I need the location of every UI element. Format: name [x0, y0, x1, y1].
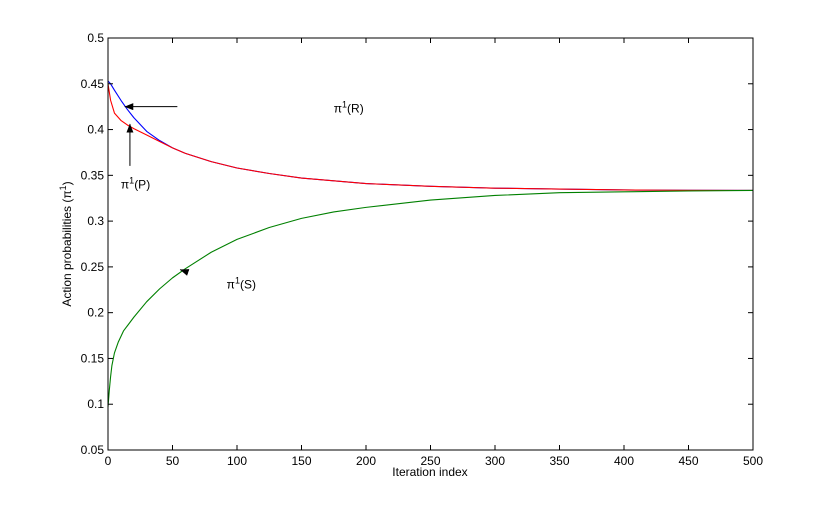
annotation-superscript-s: 1 — [235, 275, 240, 285]
y-axis-label-superscript: 1 — [58, 185, 68, 190]
y-tick-label-5: 0.3 — [87, 214, 104, 228]
annotation-pi-s: π — [227, 277, 235, 291]
x-tick-label-9: 450 — [678, 454, 698, 468]
ticks-layer: 0 50 100 150 200 250 300 350 400 450 500 0.05 0.1 0.1… — [81, 31, 764, 468]
annotation-superscript-p: 1 — [129, 175, 134, 185]
y-tick-label-4: 0.25 — [81, 260, 105, 274]
y-tick-label-7: 0.4 — [87, 123, 104, 137]
series-layer — [107, 80, 754, 408]
annotation-pi-p: π — [121, 177, 129, 191]
y-tick-label-3: 0.2 — [87, 306, 104, 320]
x-tick-label-10: 500 — [743, 454, 763, 468]
series-line-p — [107, 83, 754, 191]
annotation-pi-r: π — [334, 101, 342, 115]
y-tick-label-2: 0.15 — [81, 351, 105, 365]
x-tick-label-3: 150 — [291, 454, 311, 468]
y-axis-label-main: Action probabilities (π — [60, 190, 74, 306]
annotation-label-s: π1(S) — [227, 275, 256, 291]
annotation-arrow-s — [179, 269, 190, 276]
annotation-layer: π1(R)π1(P)π1(S) — [121, 99, 364, 291]
y-tick-label-1: 0.1 — [87, 397, 104, 411]
x-tick-label-2: 100 — [227, 454, 247, 468]
annotation-suffix-r: (R) — [347, 101, 364, 115]
y-axis-label: Action probabilities (π1) — [58, 181, 74, 306]
y-tick-label-9: 0.5 — [87, 31, 104, 45]
series-line-s — [107, 189, 754, 408]
x-tick-label-5: 250 — [420, 454, 440, 468]
x-tick-label-6: 300 — [485, 454, 505, 468]
y-tick-label-6: 0.35 — [81, 168, 105, 182]
x-tick-label-8: 400 — [614, 454, 634, 468]
x-axis-label: Iteration index — [392, 465, 467, 479]
x-tick-label-7: 350 — [549, 454, 569, 468]
plot-area-background — [108, 38, 753, 450]
x-tick-label-1: 50 — [166, 454, 180, 468]
annotation-label-r: π1(R) — [334, 99, 364, 115]
annotation-superscript-r: 1 — [342, 99, 347, 109]
x-tick-label-0: 0 — [105, 454, 112, 468]
annotation-suffix-s: (S) — [240, 277, 256, 291]
annotation-label-p: π1(P) — [121, 175, 150, 191]
y-axis-label-close: ) — [60, 181, 74, 185]
y-tick-label-0: 0.05 — [81, 443, 105, 457]
y-tick-label-8: 0.45 — [81, 77, 105, 91]
annotation-suffix-p: (P) — [134, 177, 150, 191]
x-tick-label-4: 200 — [356, 454, 376, 468]
